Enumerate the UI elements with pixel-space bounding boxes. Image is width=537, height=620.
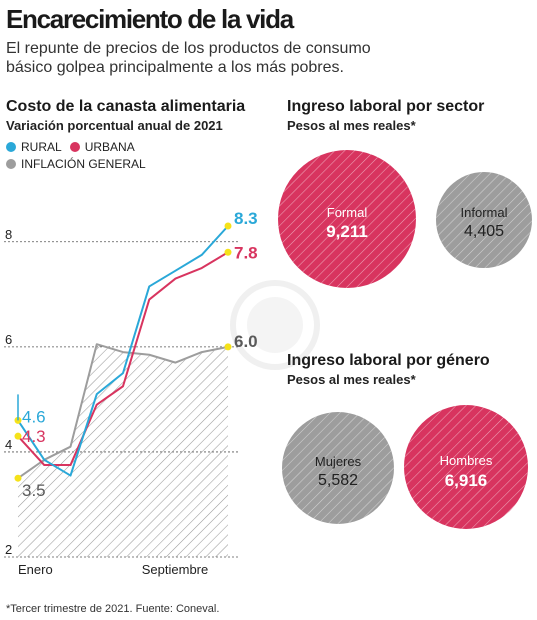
x-tick-label: Septiembre xyxy=(142,562,208,577)
axis-ticks: 2 4 6 8 xyxy=(5,227,12,557)
legend-label-inflacion: INFLACIÓN GENERAL xyxy=(21,156,146,171)
line-chart: 2 4 6 8 8.3 7.8 6.0 4.64.3 3.5 Enero Septiembre xyxy=(4,209,258,577)
start-label-urbana: 4.3 xyxy=(22,427,46,446)
end-marker-rural xyxy=(224,222,232,230)
start-marker-inflacion xyxy=(14,474,22,482)
sector-subtitle: Pesos al mes reales* xyxy=(287,118,416,133)
legend-row: RURAL URBANA xyxy=(6,138,146,155)
legend-item-rural: RURAL xyxy=(6,138,62,155)
headline: Encarecimiento de la vida xyxy=(6,4,294,34)
genero-bubbles: Mujeres 5,582 Hombres 6,916 xyxy=(282,405,528,529)
bubble-hombres: Hombres 6,916 xyxy=(404,405,528,529)
inflation-area xyxy=(18,344,228,557)
legend-dot-inflacion xyxy=(6,158,16,169)
x-tick-label: Enero xyxy=(18,562,53,577)
genero-title: Ingreso laboral por género xyxy=(287,352,490,369)
end-label-rural: 8.3 xyxy=(234,209,258,228)
series-lines xyxy=(17,225,229,480)
end-marker-inflacion xyxy=(224,343,232,351)
genero-subtitle: Pesos al mes reales* xyxy=(287,372,416,387)
bubble-informal-value: 4,405 xyxy=(464,223,504,240)
footnote: *Tercer trimestre de 2021. Fuente: Conev… xyxy=(6,603,220,615)
bubble-mujeres: Mujeres 5,582 xyxy=(282,412,394,524)
start-marker-urbana xyxy=(14,432,22,440)
legend-label-rural: RURAL xyxy=(21,139,62,154)
subhead: El repunte de precios de los productos d… xyxy=(6,40,371,76)
bubble-formal: Formal 9,211 xyxy=(278,150,416,288)
start-label-inflacion: 3.5 xyxy=(22,481,46,500)
chart-legend: RURAL URBANA INFLACIÓN GENERAL xyxy=(6,138,146,172)
y-tick-label: 4 xyxy=(5,437,12,452)
chart-title: Costo de la canasta alimentaria xyxy=(6,98,246,115)
y-tick-label: 2 xyxy=(5,542,12,557)
legend-label-urbana: URBANA xyxy=(84,139,135,154)
bubble-informal: Informal 4,405 xyxy=(436,172,532,268)
series-line-inflacion xyxy=(17,343,229,480)
watermark-seal xyxy=(230,280,320,370)
bubble-formal-value: 9,211 xyxy=(326,222,368,241)
y-tick-label: 8 xyxy=(5,227,12,242)
legend-item-inflacion: INFLACIÓN GENERAL xyxy=(6,155,146,172)
legend-dot-rural xyxy=(6,141,16,152)
bubble-informal-label: Informal xyxy=(461,205,508,220)
y-tick-label: 6 xyxy=(5,332,12,347)
bubble-mujeres-label: Mujeres xyxy=(315,454,362,469)
bubble-mujeres-value: 5,582 xyxy=(318,472,358,489)
chart-subtitle: Variación porcentual anual de 2021 xyxy=(6,118,223,133)
data-labels: 8.3 7.8 6.0 4.64.3 3.5 xyxy=(14,209,258,500)
bubble-hombres-value: 6,916 xyxy=(445,471,488,490)
legend-dot-urbana xyxy=(69,141,80,152)
sector-title: Ingreso laboral por sector xyxy=(287,98,485,115)
start-label-rural: 4.6 xyxy=(22,407,46,426)
bubble-hombres-label: Hombres xyxy=(440,453,493,468)
x-axis-labels: Enero Septiembre xyxy=(18,562,208,577)
end-marker-urbana xyxy=(224,248,232,256)
series-line-rural xyxy=(17,225,229,477)
legend-item-urbana: URBANA xyxy=(69,138,135,155)
bubble-formal-label: Formal xyxy=(327,205,368,220)
end-label-urbana: 7.8 xyxy=(234,243,258,262)
sector-bubbles: Formal 9,211 Informal 4,405 xyxy=(278,150,532,288)
end-label-inflacion: 6.0 xyxy=(234,332,258,351)
